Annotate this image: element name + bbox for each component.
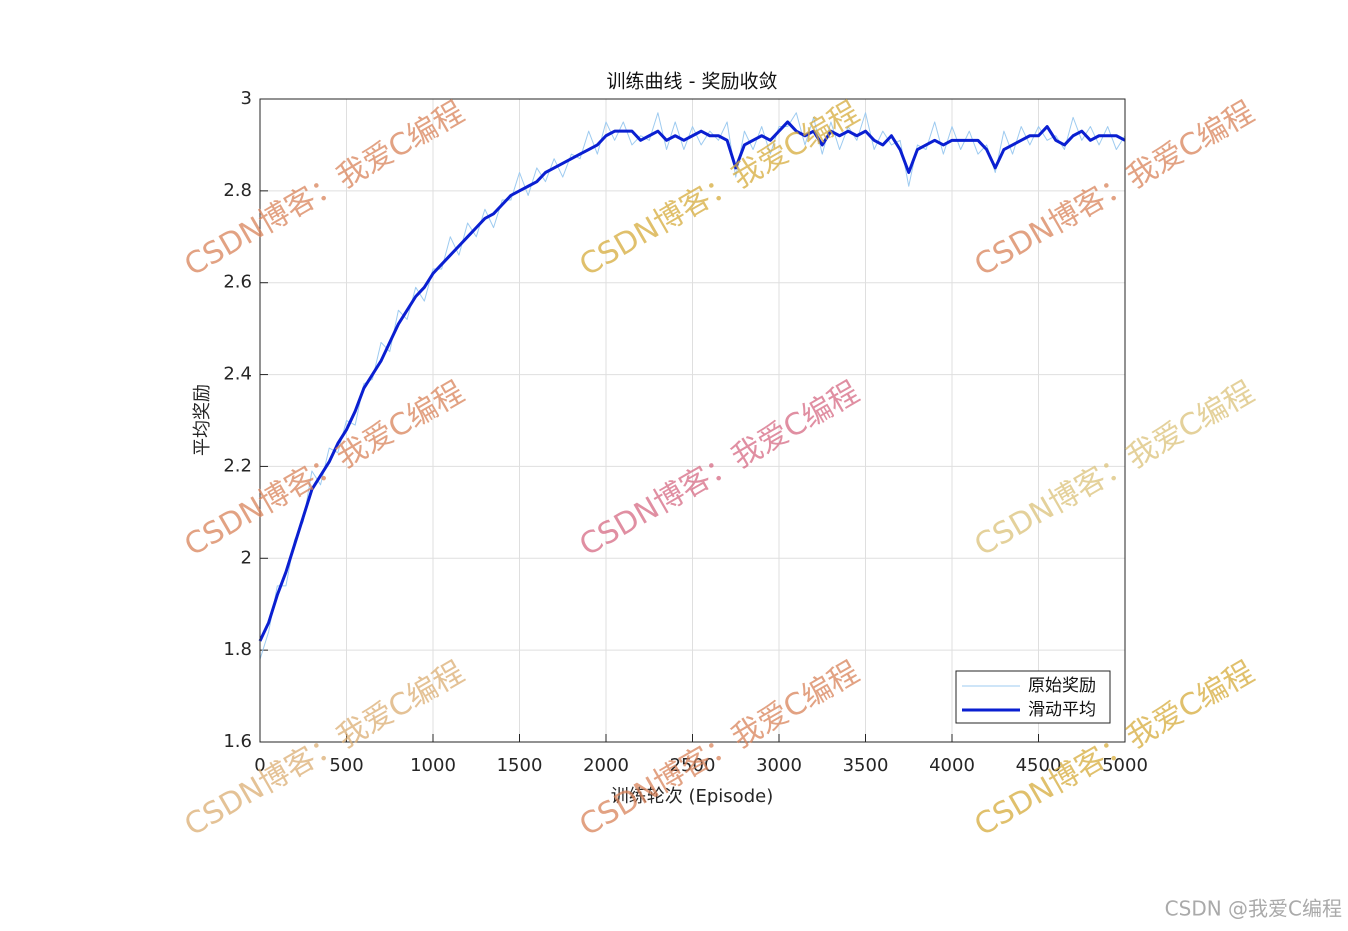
y-tick-label: 2.6 xyxy=(223,272,252,293)
x-tick-label: 1000 xyxy=(410,755,456,776)
y-axis-label: 平均奖励 xyxy=(192,384,213,456)
y-tick-label: 1.6 xyxy=(223,731,252,752)
x-tick-label: 5000 xyxy=(1102,755,1148,776)
x-tick-label: 2500 xyxy=(670,755,716,776)
x-tick-label: 4500 xyxy=(1016,755,1062,776)
x-tick-label: 4000 xyxy=(929,755,975,776)
x-axis-label: 训练轮次 (Episode) xyxy=(611,786,773,807)
x-tick-label: 500 xyxy=(329,755,363,776)
legend-label: 滑动平均 xyxy=(1028,700,1096,720)
x-tick-label: 3500 xyxy=(843,755,889,776)
x-tick-label: 1500 xyxy=(497,755,543,776)
legend-box xyxy=(955,670,1111,724)
y-tick-label: 2.4 xyxy=(223,364,252,385)
y-tick-label: 3 xyxy=(241,88,252,109)
y-tick-label: 1.8 xyxy=(223,639,252,660)
series-line xyxy=(258,120,1126,642)
x-tick-label: 2000 xyxy=(583,755,629,776)
legend-label: 原始奖励 xyxy=(1028,676,1096,696)
y-tick-label: 2.2 xyxy=(223,455,252,476)
x-tick-label: 0 xyxy=(254,755,265,776)
y-tick-label: 2 xyxy=(241,547,252,568)
plot-frame xyxy=(259,98,1126,743)
footer: CSDN @我爱C编程 xyxy=(1165,897,1342,921)
y-tick-label: 2.8 xyxy=(223,180,252,201)
chart-title: 训练曲线 - 奖励收敛 xyxy=(607,71,778,93)
x-tick-label: 3000 xyxy=(756,755,802,776)
